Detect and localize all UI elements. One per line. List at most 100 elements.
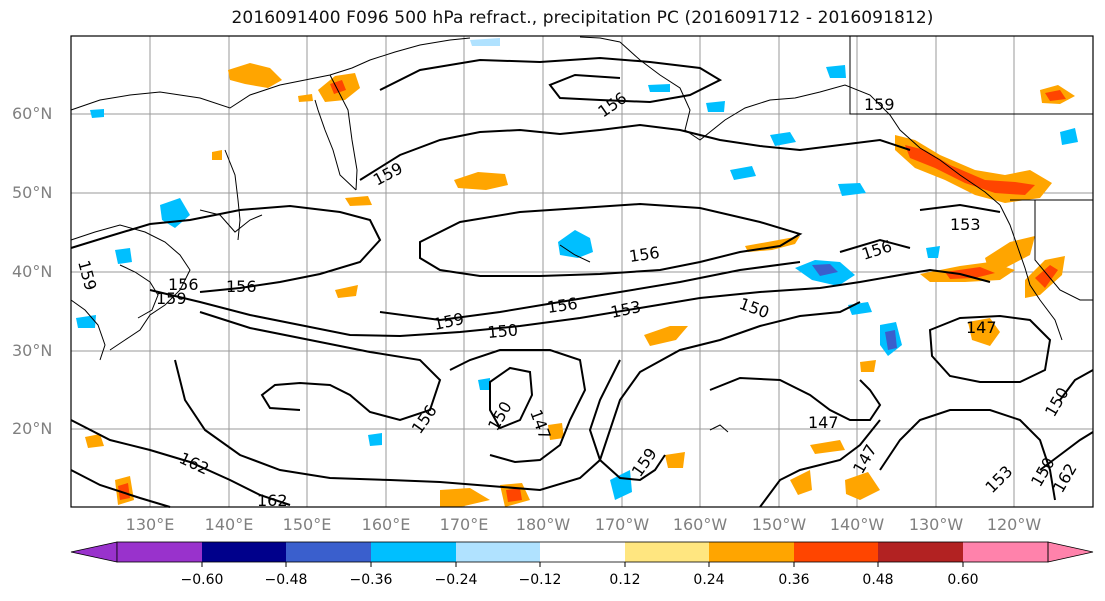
contour-line [709, 376, 882, 421]
contour-line [759, 419, 881, 508]
contour-line [928, 314, 1052, 383]
precip-patch [644, 326, 688, 346]
contour-line [174, 301, 861, 492]
contour-line [70, 469, 171, 508]
contour-line [359, 123, 911, 181]
precip-patch [945, 267, 995, 279]
precip-patch [454, 172, 508, 190]
border-states [1034, 200, 1093, 301]
contour-line [1039, 431, 1094, 471]
colorbar-segment [709, 542, 794, 562]
precip-patch [810, 440, 845, 454]
coastline-korea [70, 299, 106, 361]
contour-line [879, 409, 1056, 501]
precip-patch [440, 488, 490, 507]
colorbar-segment [286, 542, 371, 562]
contour-line [149, 268, 991, 338]
lat-label-20n: 20°N [12, 419, 53, 438]
contour-line [379, 56, 723, 104]
contour-line [839, 238, 911, 253]
lon-label-180w: 180°W [515, 515, 571, 534]
precip-patch [610, 470, 632, 500]
lon-label-160w: 160°W [672, 515, 728, 534]
contour-label: 150 [487, 320, 519, 342]
precip-patch [478, 378, 490, 390]
precip-patch [548, 423, 564, 440]
lat-label-40n: 40°N [12, 262, 53, 281]
lat-label-50n: 50°N [12, 183, 53, 202]
coastline-sakhalin [224, 149, 241, 241]
precip-patch [770, 132, 796, 146]
coastline-kamchatka-west [314, 99, 357, 191]
contour-label: 153 [950, 215, 981, 234]
contour-label: 156 [628, 243, 661, 266]
colorbar-tick-label: 0.48 [862, 572, 894, 588]
precip-patch [730, 166, 756, 180]
lon-label-170w: 170°W [594, 515, 650, 534]
colorbar-tick-label: −0.60 [180, 572, 224, 588]
colorbar-segment [371, 542, 456, 562]
precip-patch [76, 315, 96, 328]
aleutian-islands [559, 244, 591, 263]
contour-label: 147 [808, 413, 839, 432]
colorbar-segment [456, 542, 540, 562]
precip-patch [745, 236, 800, 252]
lat-label-30n: 30°N [12, 341, 53, 360]
colorbar-segment [963, 542, 1048, 562]
contour-line [449, 349, 587, 464]
contour-line [70, 204, 382, 293]
precip-patch [228, 63, 282, 88]
precip-patch [1060, 128, 1078, 145]
lon-label-170e: 170°E [439, 515, 489, 534]
contour-line [419, 202, 803, 277]
colorbar-frame [116, 541, 1049, 563]
contour-line [70, 419, 291, 506]
colorbar-tick-label: 0.24 [693, 572, 725, 588]
contour-line [489, 366, 534, 430]
precip-patch [885, 330, 897, 350]
precip-patch [85, 434, 104, 448]
colorbar-tick-label: −0.24 [434, 572, 478, 588]
chart-title: 2016091400 F096 500 hPa refract., precip… [231, 8, 934, 28]
colorbar [70, 541, 1094, 567]
contour-line [1059, 369, 1094, 401]
precip-patch [298, 94, 313, 102]
contour-label: 156 [226, 277, 257, 296]
precip-patch [335, 285, 358, 298]
precip-patch [968, 318, 1000, 346]
lon-label-150e: 150°E [282, 515, 332, 534]
contour-label: 159 [156, 289, 187, 308]
coastline-honshu [119, 264, 159, 319]
colorbar-segment [625, 542, 709, 562]
coastline-us-west [999, 204, 1063, 341]
lon-label-130w: 130°W [908, 515, 964, 534]
hawaii-islands [709, 424, 729, 433]
precip-patch [1045, 90, 1066, 101]
precip-patch [506, 488, 522, 502]
precip-patch [368, 433, 382, 446]
precip-patch [790, 470, 812, 495]
colorbar-tick-label: −0.48 [264, 572, 308, 588]
coastline-siberia [70, 37, 471, 111]
contour-label: 162 [257, 491, 288, 510]
colorbar-tick-label: 0.12 [609, 572, 641, 588]
precip-patch [985, 236, 1035, 268]
precip-patch [648, 84, 670, 92]
colorbar-tick-label: 0.60 [947, 572, 979, 588]
coastline-chukotka [579, 36, 621, 43]
colorbar-extend-low [70, 541, 118, 563]
precip-patch [826, 65, 846, 78]
lon-label-150w: 150°W [751, 515, 807, 534]
precip-patch [212, 150, 222, 160]
colorbar-segment [202, 542, 286, 562]
precip-patch [838, 183, 866, 196]
colorbar-tick-label: −0.36 [349, 572, 393, 588]
contour-label: 159 [864, 95, 895, 114]
colorbar-tick-label: 0.36 [778, 572, 810, 588]
lon-label-140e: 140°E [204, 515, 254, 534]
lon-label-160e: 160°E [361, 515, 411, 534]
precip-patch [115, 248, 132, 264]
precip-patch [905, 145, 1035, 195]
precip-patch [845, 472, 880, 500]
precip-patch [90, 109, 104, 118]
